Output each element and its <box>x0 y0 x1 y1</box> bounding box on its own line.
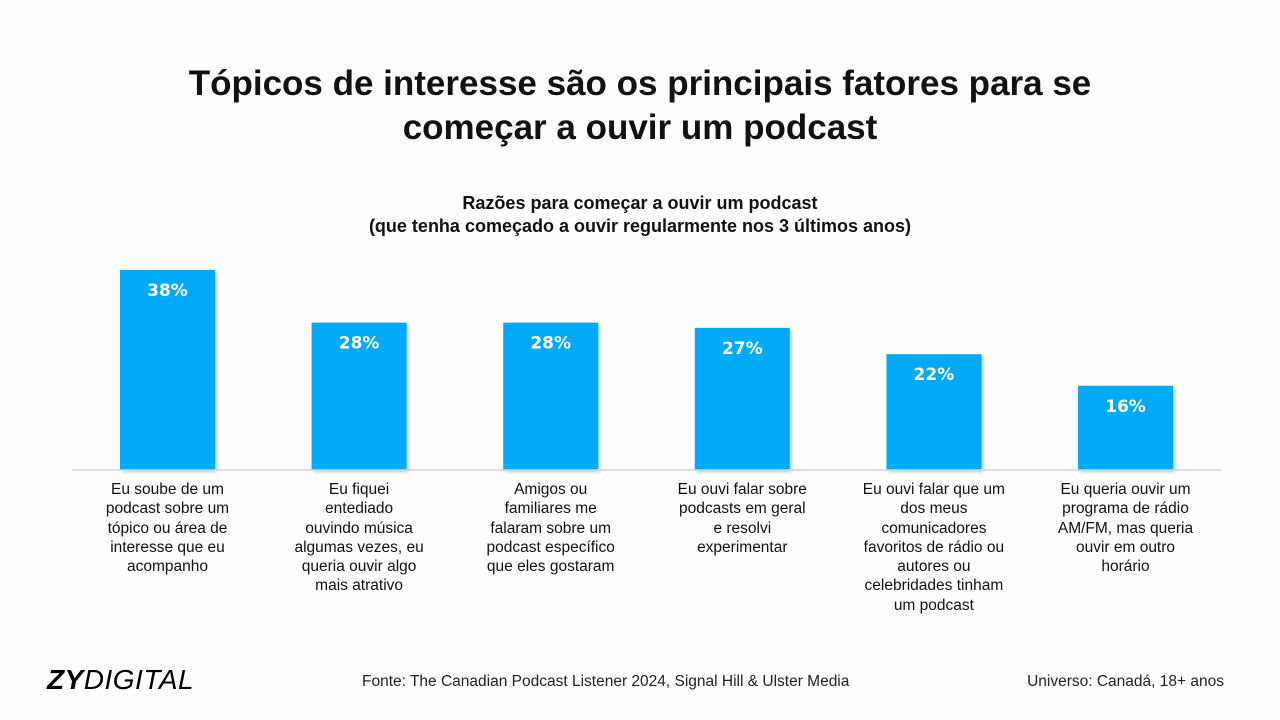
bar-value-label-6: 16% <box>1105 397 1146 417</box>
category-label-line: celebridades tinham <box>864 577 1004 595</box>
category-label-line: ouvir em outro <box>1075 538 1176 556</box>
title-line-1: Tópicos de interesse são os principais f… <box>188 64 1092 103</box>
category-label-line: um podcast <box>893 596 974 614</box>
category-label-line: falaram sobre um <box>490 519 611 537</box>
chart-subtitle: (que tenha começado a ouvir regularmente… <box>368 216 912 236</box>
category-label-line: e resolvi <box>713 519 772 537</box>
category-label-line: comunicadores <box>881 519 987 537</box>
category-label-line: podcast sobre um <box>105 500 230 518</box>
category-label-line: Eu queria ouvir um <box>1060 481 1191 498</box>
bar-value-label-4: 27% <box>722 339 763 359</box>
bar-2 <box>311 322 407 470</box>
category-label-line: autores ou <box>897 558 971 576</box>
category-label-line: AM/FM, mas queria <box>1057 519 1194 537</box>
page-title: Tópicos de interesse são os principais f… <box>90 62 1190 150</box>
zydigital-logo: ZYDIGITAL <box>47 664 194 696</box>
bar-value-label-5: 22% <box>914 365 955 385</box>
logo-bold: ZY <box>47 664 84 695</box>
chart-title: Razões para começar a ouvir um podcast (… <box>240 192 1040 238</box>
bar-3 <box>503 322 599 470</box>
category-label-4: Eu ouvi falar sobre podcasts em geral e re… <box>656 480 828 557</box>
category-label-5: Eu ouvi falar que um dos meus comunicadore… <box>848 480 1020 615</box>
category-label-line: que eles gostaram <box>486 558 615 576</box>
category-label-2: Eu fiquei entediado ouvindo música algumas … <box>273 480 445 596</box>
category-label-line: horário <box>1101 558 1150 576</box>
category-label-6: Eu queria ouvir um programa de rádio AM/FM… <box>1040 480 1212 576</box>
bar-1 <box>120 270 215 470</box>
universe-note: Universo: Canadá, 18+ anos <box>1027 673 1224 690</box>
category-label-line: Amigos ou <box>514 481 588 498</box>
title-line-2: começar a ouvir um podcast <box>402 108 878 147</box>
bar-value-label-3: 28% <box>530 334 571 354</box>
category-label-line: podcasts em geral <box>678 500 806 518</box>
category-label-line: acompanho <box>126 558 208 576</box>
category-label-line: dos meus <box>900 500 968 518</box>
category-label-1: Eu soube de um podcast sobre um tópico ou … <box>82 480 254 576</box>
category-label-line: Eu soube de um <box>111 481 224 498</box>
bar-value-label-2: 28% <box>339 334 380 354</box>
category-label-line: queria ouvir algo <box>301 558 417 576</box>
source-note: Fonte: The Canadian Podcast Listener 202… <box>362 673 850 690</box>
bar-5 <box>886 354 982 470</box>
category-label-line: programa de rádio <box>1062 500 1189 518</box>
category-label-line: entediado <box>325 500 394 518</box>
category-label-line: experimentar <box>697 538 788 556</box>
category-label-line: favoritos de rádio ou <box>863 538 1005 556</box>
chart-title-main: Razões para começar a ouvir um podcast <box>462 193 818 213</box>
category-label-line: mais atrativo <box>315 577 404 595</box>
category-label-line: podcast específico <box>486 538 615 556</box>
category-label-line: interesse que eu <box>110 538 225 556</box>
category-label-line: tópico ou área de <box>107 519 228 537</box>
logo-light: DIGITAL <box>83 664 195 695</box>
category-label-line: Eu ouvi falar que um <box>862 481 1005 498</box>
bar-6 <box>1078 385 1173 470</box>
bar-value-label-1: 38% <box>147 281 188 301</box>
category-label-line: Eu fiquei <box>328 481 390 498</box>
category-label-line: algumas vezes, eu <box>294 538 424 556</box>
bar-4 <box>694 327 790 470</box>
category-label-3: Amigos ou familiares me falaram sobre um po… <box>465 480 637 576</box>
category-label-line: ouvindo música <box>305 519 413 537</box>
category-label-line: familiares me <box>504 500 597 518</box>
category-label-line: Eu ouvi falar sobre <box>677 481 807 498</box>
